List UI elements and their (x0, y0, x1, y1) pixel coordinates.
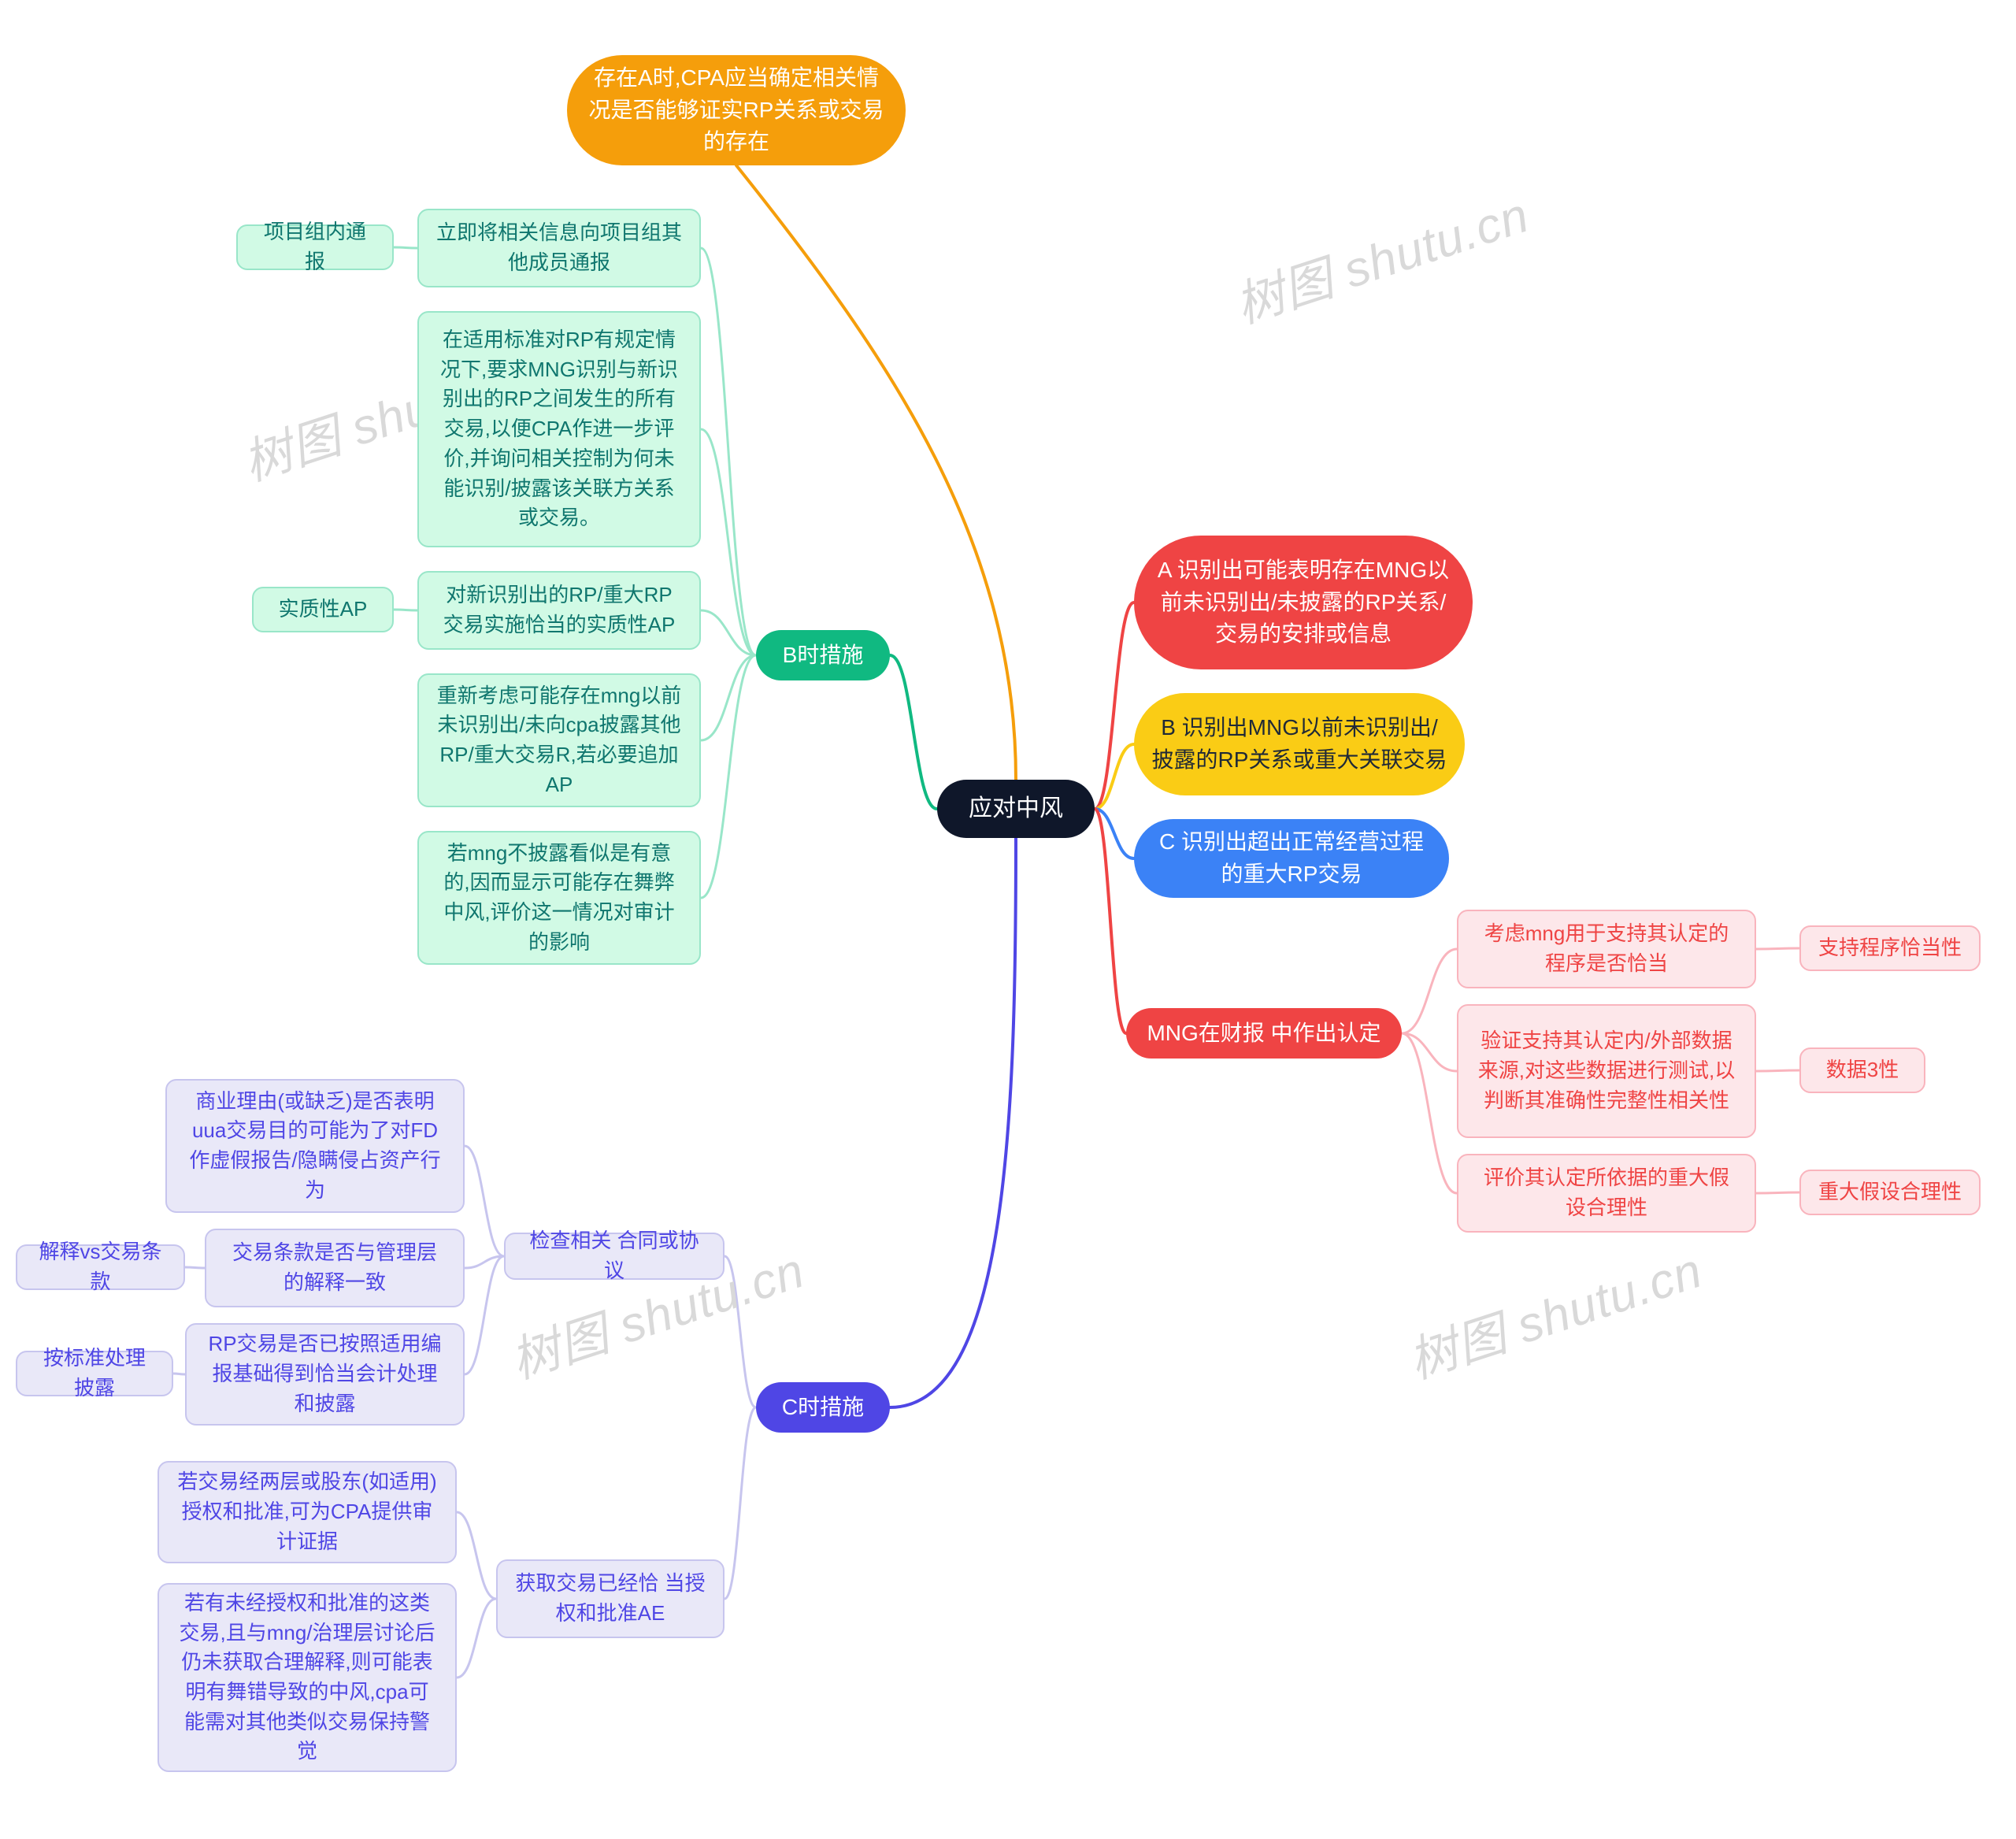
b-child-4: 若mng不披露看似是有意的,因而显示可能存在舞弊中风,评价这一情况对审计的影响 (417, 831, 701, 965)
mng-child-2: 评价其认定所依据的重大假设合理性 (1457, 1154, 1756, 1233)
b-child-0: 立即将相关信息向项目组其他成员通报 (417, 209, 701, 287)
c-auth-child-1: 若有未经授权和批准的这类交易,且与mng/治理层讨论后仍未获取合理解释,则可能表… (158, 1583, 457, 1772)
c-contract-child-2: RP交易是否已按照适用编报基础得到恰当会计处理和披露 (185, 1323, 465, 1426)
b-child-3: 重新考虑可能存在mng以前未识别出/未向cpa披露其他RP/重大交易R,若必要追… (417, 673, 701, 807)
b-leaf-0: 项目组内通报 (236, 224, 394, 270)
watermark: 树图 shutu.cn (1399, 1230, 1710, 1392)
c-auth-child-0: 若交易经两层或股东(如适用)授权和批准,可为CPA提供审计证据 (158, 1461, 457, 1563)
b-measures-hub: B时措施 (756, 630, 890, 680)
branch-mng: MNG在财报 中作出认定 (1126, 1008, 1402, 1059)
root-node: 应对中风 (937, 780, 1095, 838)
b-leaf-2: 实质性AP (252, 587, 394, 632)
branch-a-red: A 识别出可能表明存在MNG以前未识别出/未披露的RP关系/交易的安排或信息 (1134, 536, 1473, 669)
mng-leaf-1: 数据3性 (1799, 1047, 1925, 1093)
mng-leaf-2: 重大假设合理性 (1799, 1170, 1981, 1215)
c-contract-leaf-1: 解释vs交易条款 (16, 1244, 185, 1290)
c-contract-leaf-2: 按标准处理披露 (16, 1351, 173, 1396)
mng-child-1: 验证支持其认定内/外部数据来源,对这些数据进行测试,以判断其准确性完整性相关性 (1457, 1004, 1756, 1138)
c-auth-hub: 获取交易已经恰 当授权和批准AE (496, 1559, 724, 1638)
b-child-2: 对新识别出的RP/重大RP交易实施恰当的实质性AP (417, 571, 701, 650)
mng-leaf-0: 支持程序恰当性 (1799, 925, 1981, 971)
mng-child-0: 考虑mng用于支持其认定的程序是否恰当 (1457, 910, 1756, 988)
c-contract-child-1: 交易条款是否与管理层的解释一致 (205, 1229, 465, 1307)
branch-b-yellow: B 识别出MNG以前未识别出/披露的RP关系或重大关联交易 (1134, 693, 1465, 795)
c-contracts-hub: 检查相关 合同或协议 (504, 1233, 724, 1280)
b-child-1: 在适用标准对RP有规定情况下,要求MNG识别与新识别出的RP之间发生的所有交易,… (417, 311, 701, 547)
branch-c-blue: C 识别出超出正常经营过程的重大RP交易 (1134, 819, 1449, 898)
c-contract-child-0: 商业理由(或缺乏)是否表明uua交易目的可能为了对FD作虚假报告/隐瞒侵占资产行… (165, 1079, 465, 1213)
branch-a-orange: 存在A时,CPA应当确定相关情况是否能够证实RP关系或交易的存在 (567, 55, 906, 165)
c-measures-hub: C时措施 (756, 1382, 890, 1433)
watermark: 树图 shutu.cn (1225, 175, 1536, 336)
